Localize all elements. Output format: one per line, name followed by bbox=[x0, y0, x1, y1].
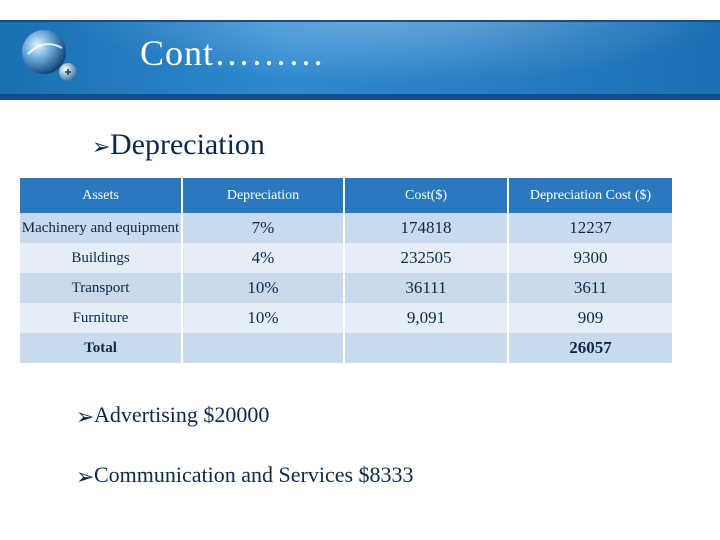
table-total-row: Total 26057 bbox=[20, 333, 672, 363]
bullet-advertising-text: Advertising $20000 bbox=[94, 402, 270, 427]
column-header-assets: Assets bbox=[20, 178, 183, 213]
total-empty-cell bbox=[344, 333, 509, 363]
total-value: 26057 bbox=[508, 333, 672, 363]
table-row: Buildings 4% 232505 9300 bbox=[20, 243, 672, 273]
depreciation-table: Assets Depreciation Cost($) Depreciation… bbox=[20, 178, 672, 363]
bullet-arrow-icon: ➢ bbox=[92, 134, 111, 160]
bullet-depreciation: ➢Depreciation bbox=[92, 128, 265, 162]
bullet-arrow-icon: ➢ bbox=[76, 403, 95, 429]
cell-cost: 9,091 bbox=[344, 303, 509, 333]
table-row: Furniture 10% 9,091 909 bbox=[20, 303, 672, 333]
bullet-communication-text: Communication and Services $8333 bbox=[94, 462, 414, 487]
bullet-arrow-icon: ➢ bbox=[76, 463, 95, 489]
bullet-communication: ➢Communication and Services $8333 bbox=[76, 462, 414, 490]
table-header-row: Assets Depreciation Cost($) Depreciation… bbox=[20, 178, 672, 213]
slide-title: Cont……… bbox=[140, 33, 326, 73]
cell-rate: 7% bbox=[182, 213, 345, 243]
cell-cost: 232505 bbox=[344, 243, 509, 273]
cell-cost: 36111 bbox=[344, 273, 509, 303]
cell-depreciation-cost: 12237 bbox=[508, 213, 672, 243]
column-header-cost: Cost($) bbox=[344, 178, 509, 213]
globe-logo-icon bbox=[22, 30, 77, 81]
total-label: Total bbox=[20, 333, 183, 363]
cell-depreciation-cost: 3611 bbox=[508, 273, 672, 303]
cell-depreciation-cost: 9300 bbox=[508, 243, 672, 273]
cell-rate: 4% bbox=[182, 243, 345, 273]
table-row: Transport 10% 36111 3611 bbox=[20, 273, 672, 303]
cell-asset: Buildings bbox=[20, 243, 183, 273]
slide-header: Cont……… bbox=[0, 0, 720, 100]
column-header-depreciation-cost: Depreciation Cost ($) bbox=[508, 178, 672, 213]
cell-asset: Machinery and equipment bbox=[20, 213, 183, 243]
header-rule bbox=[0, 20, 720, 22]
header-bottom-strip bbox=[0, 94, 720, 100]
cell-rate: 10% bbox=[182, 303, 345, 333]
table-row: Machinery and equipment 7% 174818 12237 bbox=[20, 213, 672, 243]
bullet-advertising: ➢Advertising $20000 bbox=[76, 402, 269, 430]
column-header-depreciation: Depreciation bbox=[182, 178, 345, 213]
cell-asset: Transport bbox=[20, 273, 183, 303]
cell-depreciation-cost: 909 bbox=[508, 303, 672, 333]
total-empty-cell bbox=[182, 333, 345, 363]
cell-asset: Furniture bbox=[20, 303, 183, 333]
cell-rate: 10% bbox=[182, 273, 345, 303]
cell-cost: 174818 bbox=[344, 213, 509, 243]
header-top-strip bbox=[0, 0, 720, 20]
bullet-depreciation-text: Depreciation bbox=[110, 128, 265, 161]
